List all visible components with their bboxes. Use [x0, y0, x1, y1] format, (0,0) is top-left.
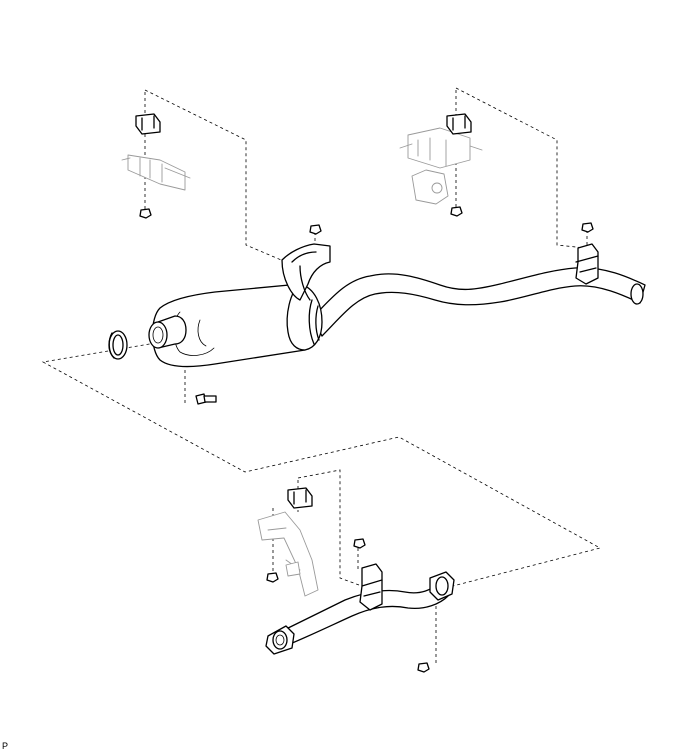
exhaust-pipe-support-top-right	[446, 113, 472, 135]
nut-muffler-bracket	[309, 224, 322, 235]
nut-tail-bracket	[581, 222, 594, 233]
exhaust-tail-pipe-with-muffler	[148, 243, 646, 368]
diagram-code-label: P	[2, 741, 9, 751]
nut-top-right	[450, 206, 463, 217]
frame-section-bottom-ghost	[257, 511, 319, 597]
gasket	[108, 330, 128, 360]
exhaust-pipe-support-top-left	[135, 113, 161, 135]
exhaust-front-pipe	[265, 563, 455, 655]
nut-top-left	[139, 208, 152, 219]
frame-section-left-ghost	[121, 154, 191, 191]
leader-lines	[41, 87, 602, 665]
nut-bottom-right	[417, 662, 430, 673]
frame-section-right-ghost	[399, 127, 483, 205]
exhaust-pipe-support-bottom	[287, 487, 313, 509]
nut-bottom-left	[266, 572, 279, 583]
bolt	[195, 393, 217, 405]
nut-bottom-bracket	[353, 538, 366, 549]
